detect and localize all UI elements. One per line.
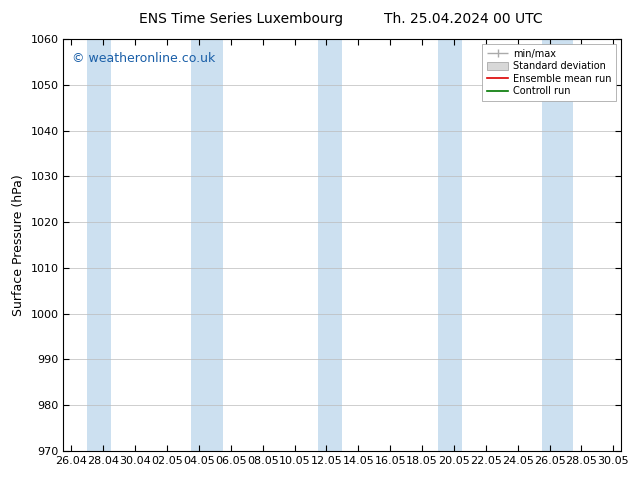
Bar	[541, 39, 574, 451]
Bar	[191, 39, 223, 451]
Bar	[438, 39, 462, 451]
Bar	[87, 39, 111, 451]
Legend: min/max, Standard deviation, Ensemble mean run, Controll run: min/max, Standard deviation, Ensemble me…	[482, 44, 616, 101]
Y-axis label: Surface Pressure (hPa): Surface Pressure (hPa)	[12, 174, 25, 316]
Text: © weatheronline.co.uk: © weatheronline.co.uk	[72, 51, 215, 65]
Text: Th. 25.04.2024 00 UTC: Th. 25.04.2024 00 UTC	[384, 12, 542, 26]
Bar	[318, 39, 342, 451]
Text: ENS Time Series Luxembourg: ENS Time Series Luxembourg	[139, 12, 343, 26]
